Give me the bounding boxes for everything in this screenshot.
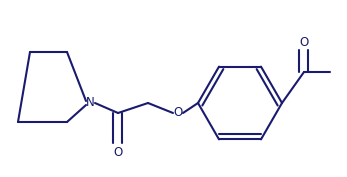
Text: N: N bbox=[86, 96, 94, 110]
Text: O: O bbox=[299, 36, 308, 48]
Text: O: O bbox=[113, 147, 122, 159]
Text: O: O bbox=[174, 107, 183, 119]
